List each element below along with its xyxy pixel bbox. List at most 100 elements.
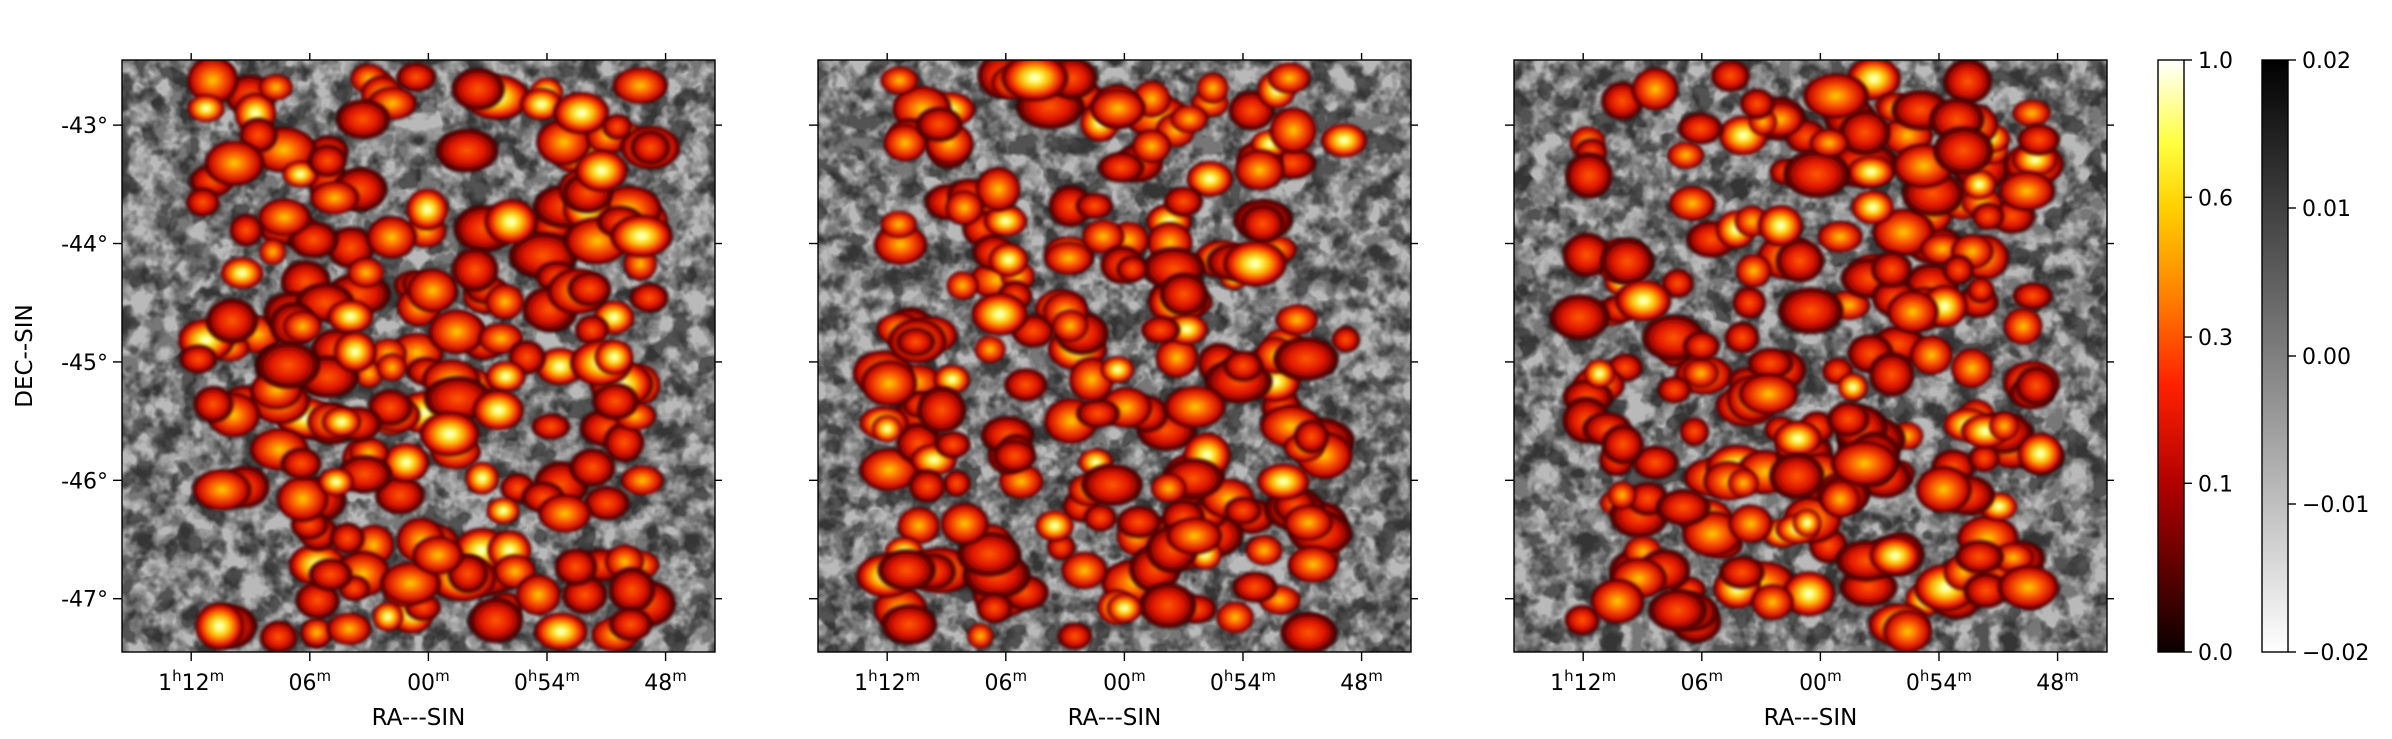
source-blob xyxy=(1090,89,1146,128)
source-blob xyxy=(1159,272,1209,316)
source-blob xyxy=(1052,309,1089,342)
source-blob xyxy=(406,188,449,231)
source-blob xyxy=(538,494,592,533)
source-blob xyxy=(1933,126,1994,175)
source-blob xyxy=(609,607,653,642)
source-blob xyxy=(1679,416,1710,447)
source-blob xyxy=(220,257,264,290)
panel-2: 1h12m 06m 00m 0h54m 48m RA---SIN xyxy=(809,53,1418,731)
source-blob xyxy=(383,442,430,483)
colorbar-tick-label: 0.0 xyxy=(2198,641,2233,666)
source-blob xyxy=(451,67,505,111)
source-blob xyxy=(1962,169,1997,200)
source-blob xyxy=(1057,622,1093,650)
source-blob xyxy=(1632,445,1679,480)
source-blob xyxy=(1971,202,2005,231)
source-blob xyxy=(2017,123,2061,156)
colorbar-tick-label: 0.00 xyxy=(2302,345,2351,370)
axes-frame xyxy=(121,59,716,653)
source-blob xyxy=(1782,571,1836,617)
source-blob xyxy=(515,574,562,616)
source-blob xyxy=(610,214,673,258)
source-blob xyxy=(2012,282,2053,310)
source-blob xyxy=(282,310,323,343)
source-blob xyxy=(1163,186,1204,217)
source-blob xyxy=(2012,99,2052,127)
source-blob xyxy=(1732,286,1767,320)
y-tick-label: -45° xyxy=(61,351,108,376)
x-axis-label: RA---SIN xyxy=(372,705,466,731)
source-blob xyxy=(1601,424,1644,465)
source-blob xyxy=(1216,601,1254,634)
x-tick-label: 00m xyxy=(1799,667,1842,696)
source-blob xyxy=(1747,347,1794,380)
source-blob xyxy=(1564,604,1600,636)
source-blob xyxy=(484,198,538,245)
source-blob xyxy=(1989,411,2019,441)
source-blob xyxy=(1245,535,1283,566)
source-overlay xyxy=(177,60,681,652)
source-blob xyxy=(630,130,671,165)
hot-colorbar-fill xyxy=(2157,59,2185,653)
source-blob xyxy=(1170,104,1209,133)
source-blob xyxy=(1777,287,1844,335)
source-blob xyxy=(428,309,486,355)
source-blob xyxy=(330,522,365,555)
source-blob xyxy=(976,593,1013,624)
source-blob xyxy=(1738,373,1799,415)
source-blob xyxy=(301,617,333,647)
source-blob xyxy=(229,213,264,247)
source-blob xyxy=(1868,352,1915,398)
source-blob xyxy=(1060,551,1108,590)
source-blob xyxy=(1667,141,1705,169)
colorbar-tick-label: 0.02 xyxy=(2302,49,2351,74)
source-blob xyxy=(1943,254,1974,285)
source-blob xyxy=(1820,480,1861,518)
source-blob xyxy=(1751,584,1794,621)
source-blob xyxy=(179,344,218,374)
source-blob xyxy=(1132,129,1171,163)
source-blob xyxy=(880,210,918,238)
source-blob xyxy=(486,497,521,525)
source-blob xyxy=(1150,473,1187,503)
source-blob xyxy=(946,271,979,300)
source-blob xyxy=(187,60,239,105)
source-blob xyxy=(1910,335,1953,375)
source-blob xyxy=(187,94,225,123)
x-tick-label: 0h54m xyxy=(1906,667,1972,696)
source-blob xyxy=(282,160,319,188)
source-blob xyxy=(1657,376,1692,404)
x-tick-label: 0h54m xyxy=(1210,667,1276,696)
x-axis-label: RA---SIN xyxy=(1764,705,1858,731)
source-blob xyxy=(1837,373,1869,402)
source-blob xyxy=(897,506,941,545)
colorbar-tick-label: −0.02 xyxy=(2302,641,2369,666)
source-blob xyxy=(1287,545,1339,584)
source-blob xyxy=(1232,571,1278,603)
colorbar-tick-label: −0.01 xyxy=(2302,493,2369,518)
source-blob xyxy=(1851,190,1895,225)
source-blob xyxy=(374,476,426,515)
source-blob xyxy=(1549,294,1610,341)
source-blob xyxy=(1600,238,1655,285)
source-blob xyxy=(1164,385,1227,429)
source-blob xyxy=(1758,204,1804,247)
source-blob xyxy=(1839,109,1891,156)
source-blob xyxy=(984,205,1028,237)
source-blob xyxy=(2015,366,2057,406)
source-blob xyxy=(1196,72,1229,104)
source-blob xyxy=(1284,504,1333,541)
source-blob xyxy=(1661,268,1694,299)
source-blob xyxy=(945,190,984,226)
source-blob xyxy=(1998,565,2060,610)
x-tick-label: 48m xyxy=(2036,667,2079,696)
source-blob xyxy=(1869,536,1921,575)
source-blob xyxy=(988,243,1029,277)
source-blob xyxy=(881,604,938,645)
source-blob xyxy=(326,612,372,646)
x-tick-label: 1h12m xyxy=(854,667,920,696)
source-blob xyxy=(192,469,252,511)
source-blob xyxy=(1562,232,1611,278)
source-blob xyxy=(603,422,645,463)
source-blob xyxy=(861,360,918,407)
